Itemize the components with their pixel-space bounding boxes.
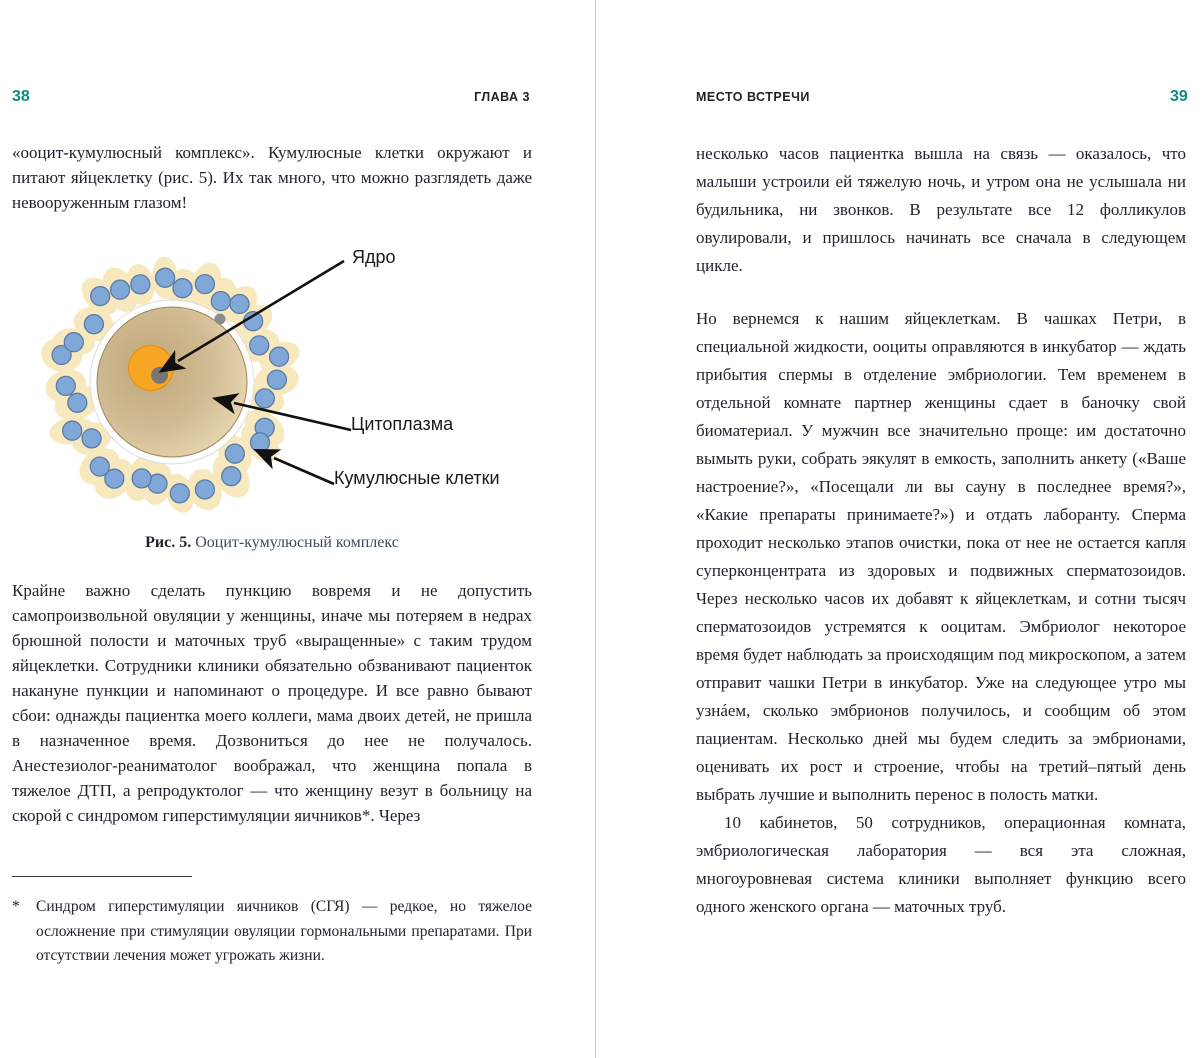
svg-text:Кумулюсные клетки: Кумулюсные клетки: [334, 468, 500, 488]
svg-text:Цитоплазма: Цитоплазма: [351, 414, 454, 434]
svg-text:Ядро: Ядро: [352, 247, 396, 267]
